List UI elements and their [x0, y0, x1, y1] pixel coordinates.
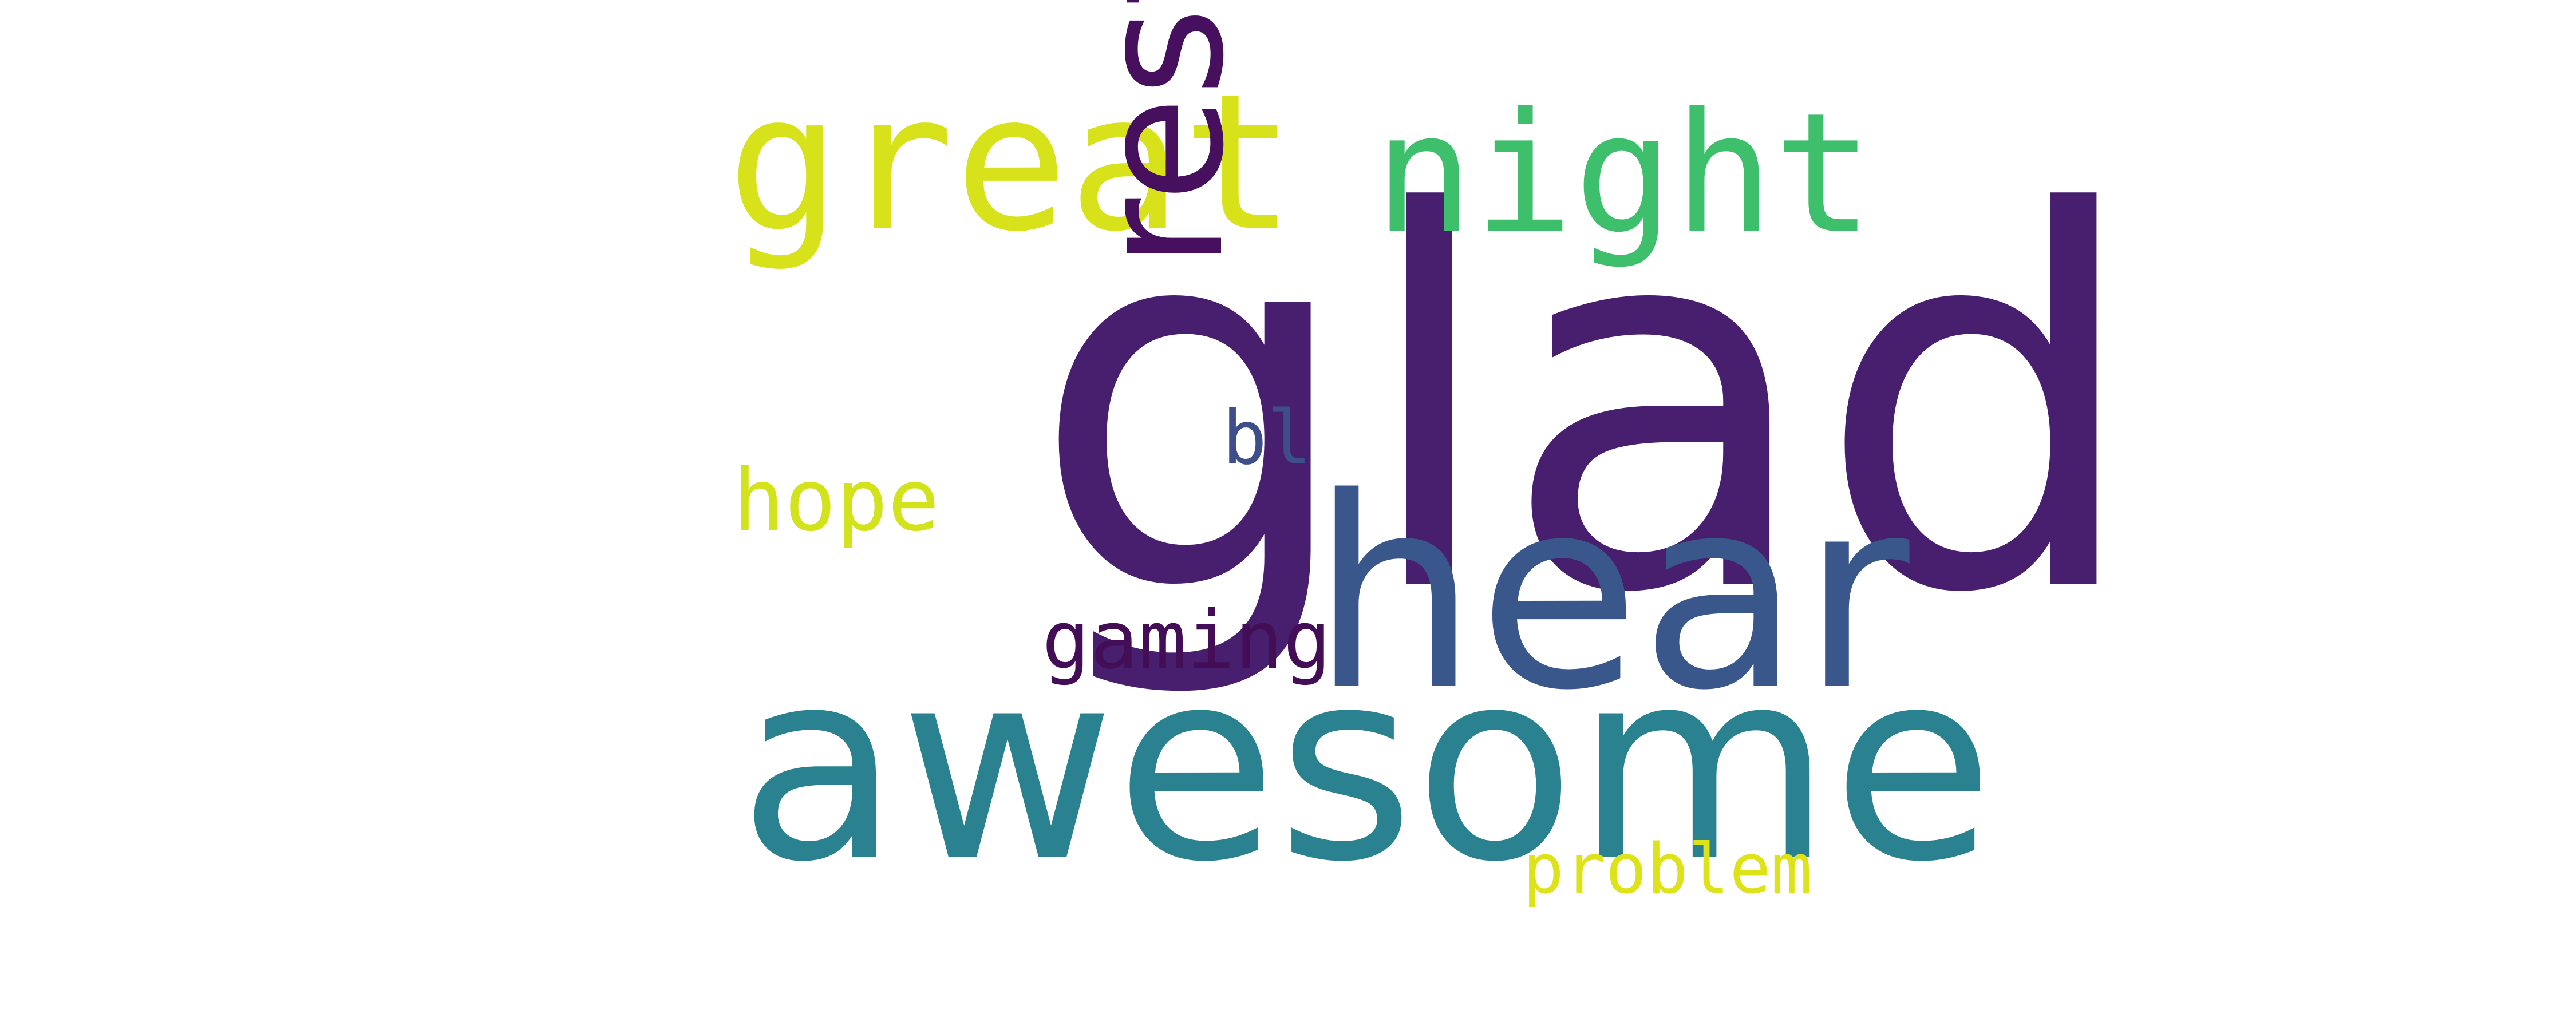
word-problem: problem	[1523, 830, 1812, 909]
word-bl: bl	[1222, 394, 1312, 481]
word-gaming: gaming	[1042, 594, 1332, 687]
word-awesome: awesome	[738, 613, 1994, 920]
word-great: great	[727, 53, 1296, 273]
word-rest: rest	[1062, 0, 1262, 269]
word-hear: hear	[1311, 442, 1910, 748]
word-glad: glad	[1030, 106, 2144, 706]
word-hope: hope	[733, 451, 940, 550]
word-night: night	[1374, 78, 1874, 271]
